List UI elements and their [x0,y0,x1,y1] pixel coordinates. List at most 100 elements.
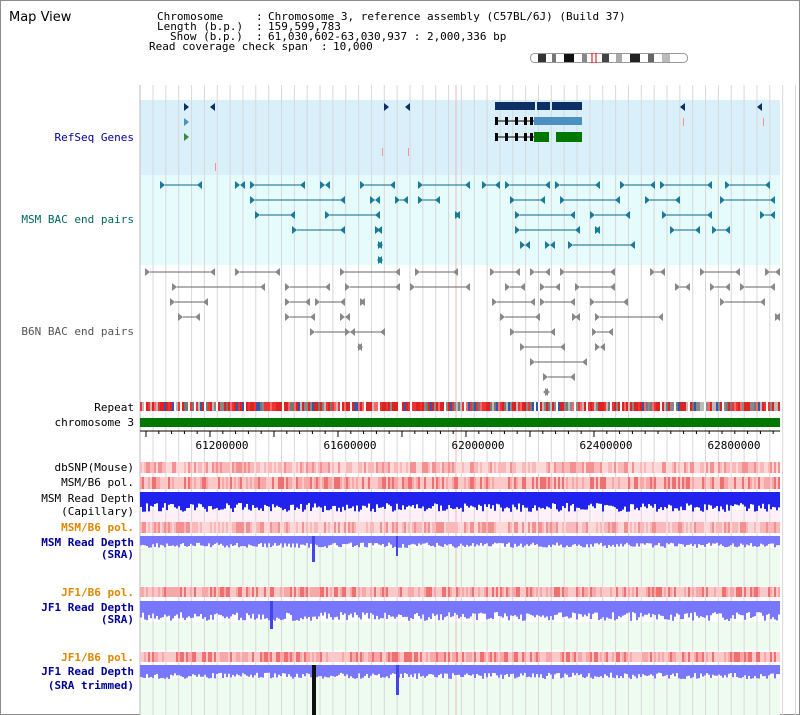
b6n-bac-end[interactable] [310,328,315,336]
track-canvas[interactable]: 61200000 61600000 62000000 62400000 62800000… [0,85,800,715]
msm-bac-end[interactable] [455,211,460,219]
b6n-bac-end[interactable] [285,283,290,291]
b6n-bac-end[interactable] [360,298,365,306]
b6n-bac-end[interactable] [345,283,350,291]
msm-bac-end[interactable] [660,181,665,189]
msm-bac-end[interactable] [370,196,375,204]
msm-bac-end[interactable] [403,196,408,204]
gene-marker[interactable] [757,103,762,111]
gene-block[interactable] [534,117,582,125]
msm-bac-end[interactable] [520,241,525,249]
b6n-bac-end[interactable] [660,268,665,276]
b6n-bac-end[interactable] [515,268,520,276]
msm-bac-end[interactable] [390,181,395,189]
b6n-bac-end[interactable] [685,283,690,291]
msm-bac-end[interactable] [720,196,725,204]
b6n-bac-end[interactable] [650,268,655,276]
gene-block[interactable] [534,132,549,142]
b6n-bac-end[interactable] [520,343,525,351]
b6n-bac-end[interactable] [178,313,183,321]
b6n-bac-end[interactable] [543,388,548,396]
msm-bac-end[interactable] [560,196,565,204]
b6n-bac-end[interactable] [235,268,240,276]
msm-bac-end[interactable] [515,226,520,234]
b6n-bac-end[interactable] [203,298,208,306]
msm-bac-end[interactable] [662,211,667,219]
gene-block[interactable] [537,102,550,110]
msm-bac-end[interactable] [418,181,423,189]
msm-bac-end[interactable] [395,196,400,204]
b6n-bac-end[interactable] [608,328,613,336]
msm-bac-end[interactable] [570,211,575,219]
msm-bac-end[interactable] [725,181,730,189]
b6n-bac-end[interactable] [550,328,555,336]
b6n-bac-end[interactable] [575,313,580,321]
msm-bac-end[interactable] [625,211,630,219]
b6n-bac-end[interactable] [530,358,535,366]
b6n-bac-end[interactable] [575,283,580,291]
b6n-bac-end[interactable] [590,298,595,306]
msm-bac-end[interactable] [545,241,550,249]
b6n-bac-end[interactable] [540,283,545,291]
msm-bac-end[interactable] [595,181,600,189]
b6n-bac-end[interactable] [610,268,615,276]
b6n-bac-end[interactable] [555,283,560,291]
b6n-bac-end[interactable] [675,283,680,291]
gene-exon[interactable] [515,117,518,125]
msm-bac-end[interactable] [250,181,255,189]
b6n-bac-end[interactable] [505,283,510,291]
msm-bac-end[interactable] [360,181,365,189]
msm-bac-end[interactable] [630,241,635,249]
gene-exon[interactable] [530,117,533,125]
b6n-bac-end[interactable] [543,373,548,381]
b6n-bac-end[interactable] [315,298,320,306]
msm-bac-end[interactable] [292,226,297,234]
gene-marker[interactable] [184,118,189,126]
b6n-bac-end[interactable] [775,313,780,321]
b6n-bac-end[interactable] [492,298,497,306]
b6n-bac-end[interactable] [595,343,600,351]
msm-bac-end[interactable] [707,211,712,219]
b6n-bac-end[interactable] [170,298,175,306]
msm-bac-end[interactable] [325,211,330,219]
msm-bac-end[interactable] [575,226,580,234]
b6n-bac-end[interactable] [760,298,765,306]
msm-bac-end[interactable] [650,181,655,189]
msm-bac-end[interactable] [255,211,260,219]
b6n-bac-end[interactable] [285,313,290,321]
gene-exon[interactable] [530,133,533,141]
gene-block[interactable] [495,102,535,110]
b6n-bac-end[interactable] [735,268,740,276]
b6n-bac-end[interactable] [350,328,355,336]
b6n-bac-end[interactable] [325,283,330,291]
msm-bac-end[interactable] [235,181,240,189]
b6n-bac-end[interactable] [380,328,385,336]
msm-bac-end[interactable] [670,226,675,234]
msm-bac-end[interactable] [495,181,500,189]
b6n-bac-end[interactable] [210,268,215,276]
gene-marker[interactable] [680,103,685,111]
msm-bac-end[interactable] [515,211,520,219]
b6n-bac-end[interactable] [740,283,745,291]
b6n-bac-end[interactable] [357,343,362,351]
gene-exon[interactable] [524,133,527,141]
msm-bac-end[interactable] [375,196,380,204]
b6n-bac-end[interactable] [195,313,200,321]
gene-exon[interactable] [505,117,508,125]
b6n-bac-end[interactable] [775,268,780,276]
msm-bac-end[interactable] [545,181,550,189]
b6n-bac-end[interactable] [172,283,177,291]
b6n-bac-end[interactable] [340,298,345,306]
b6n-bac-end[interactable] [700,268,705,276]
b6n-bac-end[interactable] [600,343,605,351]
msm-bac-end[interactable] [760,211,765,219]
b6n-bac-end[interactable] [595,313,600,321]
b6n-bac-end[interactable] [500,313,505,321]
msm-bac-end[interactable] [250,196,255,204]
b6n-bac-end[interactable] [560,268,565,276]
b6n-bac-end[interactable] [658,313,663,321]
msm-bac-end[interactable] [645,196,650,204]
msm-bac-end[interactable] [240,181,245,189]
b6n-bac-end[interactable] [710,283,715,291]
msm-bac-end[interactable] [325,181,330,189]
